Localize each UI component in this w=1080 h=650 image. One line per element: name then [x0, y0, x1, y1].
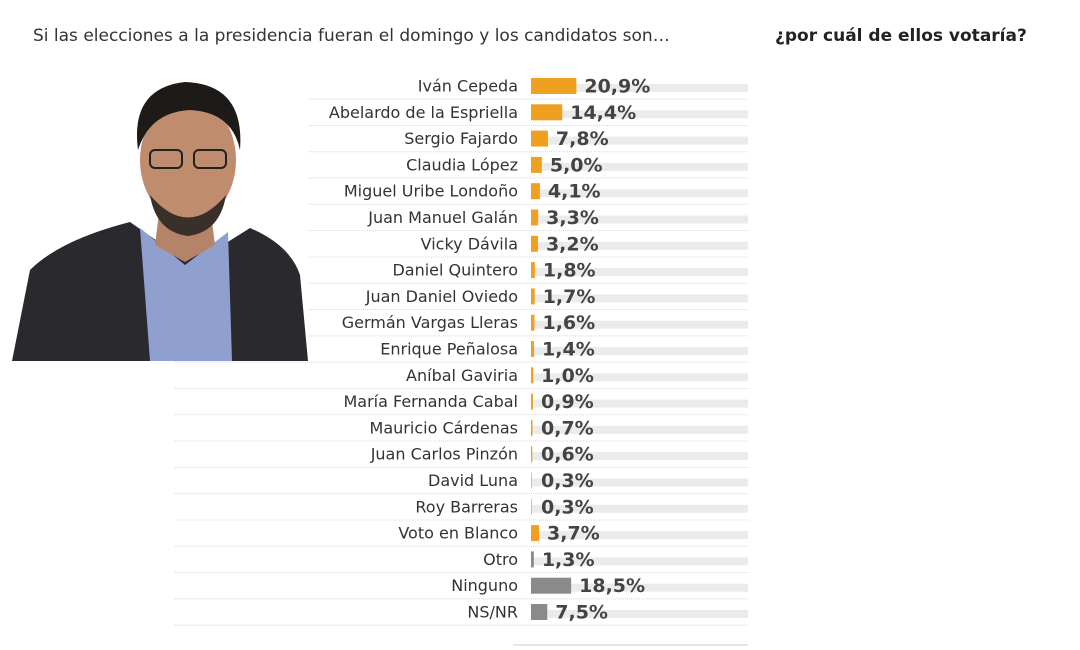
- bar-track: [531, 241, 748, 250]
- category-label: Juan Manuel Galán: [367, 208, 518, 227]
- category-label: María Fernanda Cabal: [343, 392, 518, 411]
- category-label: Ninguno: [451, 576, 518, 595]
- bar-track: [531, 294, 748, 303]
- category-label: Miguel Uribe Londoño: [344, 182, 518, 201]
- bar-track: [531, 557, 748, 566]
- chart-title: Si las elecciones a la presidencia fuera…: [33, 26, 670, 46]
- bar-track: [531, 320, 748, 329]
- category-label: Voto en Blanco: [398, 524, 518, 543]
- bar-track: [531, 610, 748, 618]
- value-label: 1,0%: [541, 365, 594, 387]
- value-label: 3,3%: [546, 207, 599, 229]
- bar: [531, 446, 533, 463]
- value-label: 5,0%: [550, 154, 603, 176]
- category-label: Mauricio Cárdenas: [370, 418, 518, 437]
- bar: [531, 498, 532, 515]
- bar: [531, 104, 563, 121]
- value-label: 18,5%: [579, 575, 645, 597]
- photo-hair: [136, 82, 241, 150]
- value-label: 1,8%: [543, 260, 596, 282]
- value-label: 3,2%: [546, 233, 599, 255]
- bar-track: [531, 84, 748, 92]
- value-label: 20,9%: [584, 76, 650, 98]
- photo-glasses-right: [193, 149, 227, 169]
- category-label: Enrique Peñalosa: [380, 340, 518, 359]
- category-label: NS/NR: [467, 603, 518, 622]
- bar: [531, 551, 534, 568]
- bar: [531, 393, 533, 410]
- category-label: David Luna: [428, 471, 518, 490]
- bar: [531, 419, 533, 436]
- bar: [531, 341, 535, 357]
- bar: [531, 577, 572, 594]
- photo-shirt: [140, 228, 232, 361]
- value-label: 3,7%: [547, 523, 600, 545]
- category-label: Abelardo de la Espriella: [329, 103, 518, 122]
- value-label: 1,3%: [542, 549, 595, 571]
- value-label: 14,4%: [570, 102, 636, 124]
- bar: [531, 367, 534, 384]
- value-label: 4,1%: [548, 181, 601, 203]
- value-label: 0,3%: [541, 470, 594, 492]
- bar-track: [531, 452, 748, 461]
- category-label: Juan Carlos Pinzón: [370, 445, 518, 464]
- bar-track: [531, 531, 748, 540]
- value-label: 1,4%: [542, 339, 595, 361]
- photo-beard: [150, 195, 226, 236]
- bar-track: [531, 110, 748, 119]
- category-label: Roy Barreras: [415, 497, 518, 516]
- bar-track: [531, 373, 748, 382]
- category-label: Sergio Fajardo: [404, 129, 518, 148]
- bar: [531, 314, 535, 331]
- bar-track: [531, 347, 748, 355]
- bar-track: [531, 478, 748, 487]
- bar-track: [531, 504, 748, 513]
- bar: [531, 78, 577, 94]
- bar-track: [531, 136, 748, 145]
- value-label: 0,7%: [541, 417, 594, 439]
- candidate-photo: [12, 78, 308, 361]
- value-label: 1,7%: [543, 286, 596, 308]
- category-label: Germán Vargas Lleras: [342, 313, 518, 332]
- value-label: 0,9%: [541, 391, 594, 413]
- bar: [531, 472, 532, 489]
- value-label: 0,3%: [541, 496, 594, 518]
- category-label: Daniel Quintero: [392, 261, 518, 280]
- bar-track: [531, 399, 748, 408]
- bar: [531, 525, 540, 542]
- category-label: Claudia López: [406, 155, 518, 174]
- value-label: 1,6%: [542, 312, 595, 334]
- value-label: 7,8%: [556, 128, 609, 150]
- bar: [531, 604, 548, 620]
- chart-title-emphasis: ¿por cuál de ellos votaría?: [775, 26, 1027, 46]
- value-label: 0,6%: [541, 444, 594, 466]
- bar-track: [531, 268, 748, 277]
- bar-track: [531, 162, 748, 171]
- photo-face: [140, 98, 236, 222]
- bar-track: [531, 215, 748, 224]
- category-label: Otro: [483, 550, 518, 569]
- bar-track: [531, 583, 748, 592]
- category-label: Aníbal Gaviria: [406, 366, 518, 385]
- category-label: Iván Cepeda: [418, 77, 518, 96]
- photo-glasses-left: [149, 149, 183, 169]
- bar: [531, 156, 542, 173]
- bar: [531, 262, 535, 279]
- category-label: Vicky Dávila: [421, 234, 518, 253]
- bar: [531, 183, 540, 200]
- category-label: Juan Daniel Oviedo: [365, 287, 518, 306]
- bar: [531, 288, 535, 305]
- bar: [531, 130, 548, 147]
- bar-track: [531, 189, 748, 198]
- bar-track: [531, 425, 748, 434]
- bar: [531, 209, 539, 226]
- value-label: 7,5%: [555, 602, 608, 624]
- bar: [531, 235, 538, 252]
